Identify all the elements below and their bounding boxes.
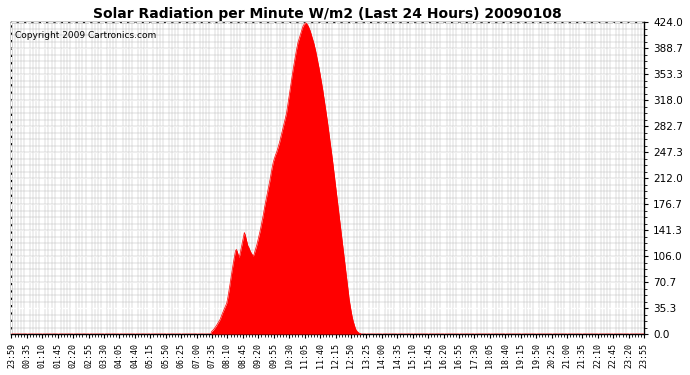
Text: Copyright 2009 Cartronics.com: Copyright 2009 Cartronics.com — [14, 32, 156, 40]
Title: Solar Radiation per Minute W/m2 (Last 24 Hours) 20090108: Solar Radiation per Minute W/m2 (Last 24… — [93, 7, 562, 21]
